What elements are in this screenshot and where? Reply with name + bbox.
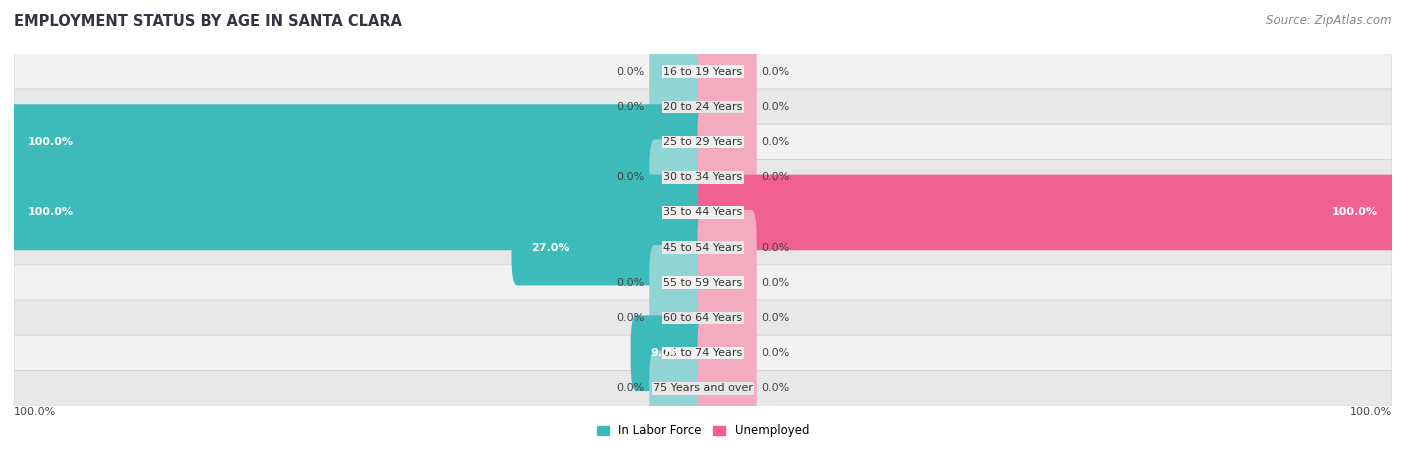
Text: EMPLOYMENT STATUS BY AGE IN SANTA CLARA: EMPLOYMENT STATUS BY AGE IN SANTA CLARA [14, 14, 402, 28]
FancyBboxPatch shape [14, 194, 1392, 230]
FancyBboxPatch shape [650, 69, 709, 145]
FancyBboxPatch shape [697, 69, 756, 145]
Text: 0.0%: 0.0% [762, 102, 790, 112]
FancyBboxPatch shape [14, 265, 1392, 301]
Text: 20 to 24 Years: 20 to 24 Years [664, 102, 742, 112]
Text: 0.0%: 0.0% [616, 172, 644, 182]
Text: 60 to 64 Years: 60 to 64 Years [664, 313, 742, 323]
Text: 45 to 54 Years: 45 to 54 Years [664, 243, 742, 253]
FancyBboxPatch shape [14, 300, 1392, 336]
FancyBboxPatch shape [650, 245, 709, 321]
Text: 9.7%: 9.7% [650, 348, 681, 358]
Text: 0.0%: 0.0% [762, 172, 790, 182]
FancyBboxPatch shape [697, 104, 756, 180]
Text: 0.0%: 0.0% [616, 278, 644, 288]
FancyBboxPatch shape [14, 89, 1392, 125]
Text: 75 Years and over: 75 Years and over [652, 383, 754, 393]
FancyBboxPatch shape [631, 315, 709, 391]
Text: 0.0%: 0.0% [762, 348, 790, 358]
Text: 0.0%: 0.0% [616, 313, 644, 323]
Text: 100.0%: 100.0% [28, 137, 75, 147]
Text: 25 to 29 Years: 25 to 29 Years [664, 137, 742, 147]
Text: 0.0%: 0.0% [762, 383, 790, 393]
FancyBboxPatch shape [14, 159, 1392, 195]
Text: 0.0%: 0.0% [762, 278, 790, 288]
FancyBboxPatch shape [697, 139, 756, 215]
FancyBboxPatch shape [8, 175, 709, 250]
Text: 0.0%: 0.0% [616, 383, 644, 393]
FancyBboxPatch shape [512, 210, 709, 285]
FancyBboxPatch shape [650, 350, 709, 426]
Text: 0.0%: 0.0% [762, 313, 790, 323]
FancyBboxPatch shape [650, 139, 709, 215]
Text: 65 to 74 Years: 65 to 74 Years [664, 348, 742, 358]
Text: 55 to 59 Years: 55 to 59 Years [664, 278, 742, 288]
Text: 0.0%: 0.0% [762, 243, 790, 253]
Text: 16 to 19 Years: 16 to 19 Years [664, 67, 742, 77]
Text: 100.0%: 100.0% [1350, 407, 1392, 417]
Text: 0.0%: 0.0% [762, 67, 790, 77]
FancyBboxPatch shape [650, 34, 709, 110]
Text: 0.0%: 0.0% [762, 137, 790, 147]
FancyBboxPatch shape [650, 280, 709, 356]
Text: Source: ZipAtlas.com: Source: ZipAtlas.com [1267, 14, 1392, 27]
FancyBboxPatch shape [14, 230, 1392, 266]
Text: 27.0%: 27.0% [531, 243, 569, 253]
FancyBboxPatch shape [697, 210, 756, 285]
Text: 0.0%: 0.0% [616, 102, 644, 112]
FancyBboxPatch shape [14, 124, 1392, 160]
Text: 100.0%: 100.0% [1331, 207, 1378, 217]
FancyBboxPatch shape [8, 104, 709, 180]
FancyBboxPatch shape [14, 335, 1392, 371]
FancyBboxPatch shape [697, 280, 756, 356]
Text: 30 to 34 Years: 30 to 34 Years [664, 172, 742, 182]
FancyBboxPatch shape [697, 350, 756, 426]
FancyBboxPatch shape [14, 54, 1392, 90]
FancyBboxPatch shape [14, 370, 1392, 406]
Legend: In Labor Force, Unemployed: In Labor Force, Unemployed [592, 420, 814, 442]
Text: 100.0%: 100.0% [14, 407, 56, 417]
Text: 35 to 44 Years: 35 to 44 Years [664, 207, 742, 217]
FancyBboxPatch shape [697, 34, 756, 110]
FancyBboxPatch shape [697, 315, 756, 391]
Text: 100.0%: 100.0% [28, 207, 75, 217]
FancyBboxPatch shape [697, 175, 1398, 250]
FancyBboxPatch shape [697, 245, 756, 321]
Text: 0.0%: 0.0% [616, 67, 644, 77]
